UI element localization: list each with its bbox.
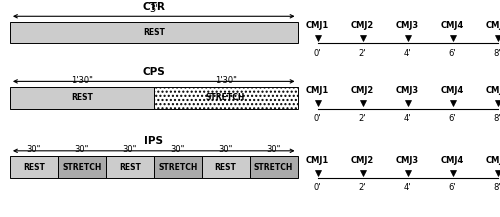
Text: REST: REST bbox=[119, 163, 141, 172]
Bar bbox=[10, 156, 58, 178]
Text: CMJ1: CMJ1 bbox=[306, 156, 329, 165]
Bar bbox=[202, 156, 250, 178]
Text: CMJ3: CMJ3 bbox=[396, 87, 419, 95]
Bar bbox=[154, 156, 202, 178]
Text: STRETCH: STRETCH bbox=[158, 163, 198, 172]
Text: 6': 6' bbox=[448, 183, 456, 192]
Text: CTR: CTR bbox=[142, 2, 165, 12]
Text: CMJ5: CMJ5 bbox=[486, 87, 500, 95]
Text: CMJ3: CMJ3 bbox=[396, 156, 419, 165]
Text: CMJ5: CMJ5 bbox=[486, 156, 500, 165]
Text: 0': 0' bbox=[314, 49, 321, 58]
Text: 30": 30" bbox=[27, 145, 41, 154]
Text: REST: REST bbox=[71, 93, 93, 102]
Text: REST: REST bbox=[214, 163, 236, 172]
Text: 30": 30" bbox=[74, 145, 89, 154]
Text: 6': 6' bbox=[448, 49, 456, 58]
Bar bbox=[250, 156, 298, 178]
Text: REST: REST bbox=[23, 163, 45, 172]
Text: 3': 3' bbox=[150, 4, 158, 14]
Text: CMJ5: CMJ5 bbox=[486, 21, 500, 30]
Text: CPS: CPS bbox=[142, 67, 165, 77]
Text: 1'30": 1'30" bbox=[214, 76, 236, 85]
Text: 8': 8' bbox=[494, 49, 500, 58]
Text: 30": 30" bbox=[218, 145, 233, 154]
Bar bbox=[106, 156, 154, 178]
Text: REST: REST bbox=[143, 28, 165, 37]
Text: STRETCH: STRETCH bbox=[254, 163, 293, 172]
Text: 2': 2' bbox=[359, 49, 366, 58]
Text: IPS: IPS bbox=[144, 136, 163, 146]
Text: 30": 30" bbox=[266, 145, 280, 154]
Text: CMJ4: CMJ4 bbox=[441, 21, 464, 30]
Text: 30": 30" bbox=[122, 145, 137, 154]
Text: CMJ4: CMJ4 bbox=[441, 156, 464, 165]
Text: 2': 2' bbox=[359, 114, 366, 123]
Text: STRETCH: STRETCH bbox=[206, 93, 246, 102]
Bar bbox=[10, 22, 298, 43]
Bar bbox=[154, 87, 298, 108]
Text: 6': 6' bbox=[448, 114, 456, 123]
Text: 2': 2' bbox=[359, 183, 366, 192]
Text: STRETCH: STRETCH bbox=[62, 163, 102, 172]
Text: CMJ1: CMJ1 bbox=[306, 21, 329, 30]
Text: CMJ2: CMJ2 bbox=[351, 21, 374, 30]
Text: CMJ2: CMJ2 bbox=[351, 156, 374, 165]
Text: 4': 4' bbox=[404, 114, 411, 123]
Bar bbox=[10, 87, 154, 108]
Text: 30": 30" bbox=[170, 145, 185, 154]
Text: 8': 8' bbox=[494, 114, 500, 123]
Text: 0': 0' bbox=[314, 114, 321, 123]
Bar bbox=[58, 156, 106, 178]
Text: CMJ4: CMJ4 bbox=[441, 87, 464, 95]
Text: 4': 4' bbox=[404, 49, 411, 58]
Text: CMJ1: CMJ1 bbox=[306, 87, 329, 95]
Text: 1'30": 1'30" bbox=[71, 76, 93, 85]
Text: CMJ2: CMJ2 bbox=[351, 87, 374, 95]
Text: CMJ3: CMJ3 bbox=[396, 21, 419, 30]
Text: 8': 8' bbox=[494, 183, 500, 192]
Text: 4': 4' bbox=[404, 183, 411, 192]
Text: 0': 0' bbox=[314, 183, 321, 192]
